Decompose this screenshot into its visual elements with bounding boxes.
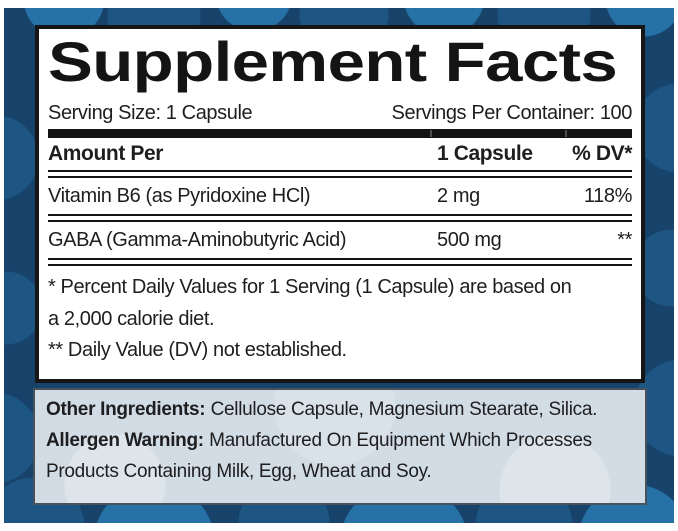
- column-header-percent-dv: % DV*: [572, 142, 632, 165]
- column-header-amount-per: Amount Per: [48, 142, 164, 165]
- footnote-line: ** Daily Value (DV) not established.: [48, 339, 347, 361]
- ingredient-amount: 2 mg: [437, 185, 480, 207]
- footnote-line: a 2,000 calorie diet.: [48, 307, 215, 330]
- ingredients-allergen-panel: Other Ingredients: Cellulose Capsule, Mag…: [33, 388, 647, 505]
- ingredient-dv: **: [617, 229, 632, 251]
- servings-per-container-text: Servings Per Container: 100: [391, 102, 633, 124]
- footnotes: * Percent Daily Values for 1 Serving (1 …: [48, 266, 632, 367]
- supplement-facts-panel: Supplement Facts Serving Size: 1 Capsule…: [35, 25, 645, 383]
- allergen-warning-text-1: Manufactured On Equipment Which Processe…: [209, 430, 592, 451]
- other-ingredients-label: Other Ingredients:: [46, 399, 206, 420]
- column-divider-notch: [565, 130, 567, 137]
- panel-title: Supplement Facts: [48, 30, 632, 94]
- table-row-gaba: GABA (Gamma-Aminobutyric Acid) 500 mg **: [48, 222, 632, 258]
- allergen-warning-line-1: Allergen Warning: Manufactured On Equipme…: [46, 425, 634, 456]
- table-row-vitamin-b6: Vitamin B6 (as Pyridoxine HCl) 2 mg 118%: [48, 178, 632, 214]
- allergen-warning-text-2: Products Containing Milk, Egg, Wheat and…: [46, 461, 432, 482]
- thick-divider-bar: [48, 129, 632, 138]
- allergen-warning-label: Allergen Warning:: [46, 430, 204, 451]
- footnote-line: * Percent Daily Values for 1 Serving (1 …: [48, 276, 572, 298]
- ingredient-amount: 500 mg: [437, 229, 502, 251]
- double-rule-divider: [48, 170, 632, 178]
- double-rule-divider: [48, 214, 632, 222]
- allergen-warning-line-2: Products Containing Milk, Egg, Wheat and…: [46, 456, 634, 487]
- serving-size-text: Serving Size: 1 Capsule: [48, 102, 253, 124]
- other-ingredients-line: Other Ingredients: Cellulose Capsule, Mag…: [46, 394, 634, 425]
- ingredient-dv: 118%: [583, 185, 632, 207]
- column-header-1-capsule: 1 Capsule: [437, 142, 533, 165]
- serving-info-row: Serving Size: 1 Capsule Servings Per Con…: [48, 101, 632, 125]
- table-header-row: Amount Per 1 Capsule % DV*: [48, 138, 632, 170]
- ingredient-name: Vitamin B6 (as Pyridoxine HCl): [48, 185, 311, 207]
- double-rule-divider: [48, 258, 632, 266]
- panel-title-text: Supplement Facts: [48, 30, 618, 93]
- ingredient-name: GABA (Gamma-Aminobutyric Acid): [48, 229, 347, 251]
- column-divider-notch: [430, 130, 432, 137]
- other-ingredients-text: Cellulose Capsule, Magnesium Stearate, S…: [210, 399, 598, 420]
